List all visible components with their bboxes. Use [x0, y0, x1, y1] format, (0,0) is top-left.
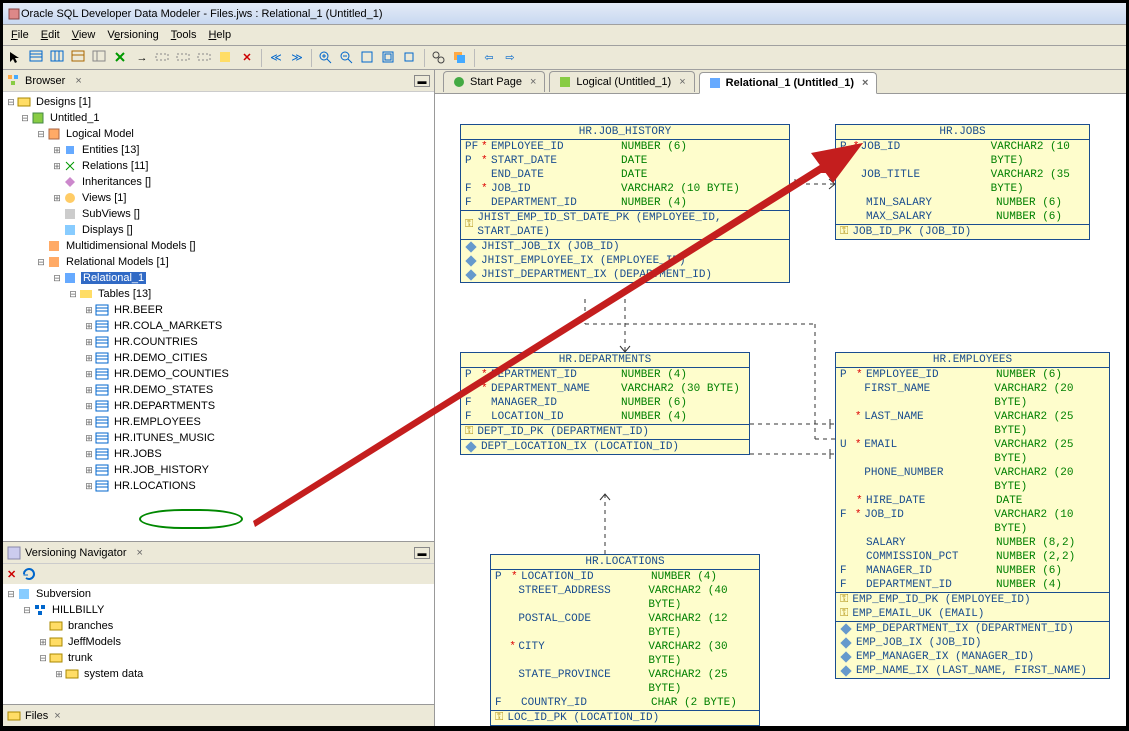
browser-tree[interactable]: ⊟Designs [1] ⊟Untitled_1 ⊟Logical Model … — [3, 92, 434, 541]
table-row[interactable]: ⊞HR.LOCATIONS — [3, 478, 434, 494]
tab-logical[interactable]: Logical (Untitled_1) × — [549, 71, 694, 92]
grid3-icon[interactable] — [70, 49, 88, 67]
entity-job-history[interactable]: HR.JOB_HISTORY PF*EMPLOYEE_IDNUMBER (6)P… — [460, 124, 790, 283]
versioning-tab[interactable]: Versioning Navigator × — [7, 546, 143, 560]
editor-tabs: Start Page × Logical (Untitled_1) × Rela… — [435, 70, 1126, 94]
tree-icon — [7, 74, 21, 88]
note-icon[interactable] — [217, 49, 235, 67]
table-row[interactable]: ⊞HR.JOB_HISTORY — [3, 462, 434, 478]
table-row[interactable]: ⊞HR.DEMO_CITIES — [3, 350, 434, 366]
fit3-icon[interactable] — [401, 49, 419, 67]
model-icon — [708, 76, 722, 90]
versioning-tree[interactable]: ⊟Subversion ⊟HILLBILLY branches ⊞JeffMod… — [3, 584, 434, 704]
table-row[interactable]: ⊞HR.DEMO_COUNTIES — [3, 366, 434, 382]
menu-file[interactable]: File — [11, 29, 29, 41]
link-icon[interactable] — [112, 49, 130, 67]
refresh-icon[interactable] — [22, 567, 36, 581]
close-icon[interactable]: × — [75, 75, 81, 87]
fit-icon[interactable] — [359, 49, 377, 67]
table-row[interactable]: ⊞HR.BEER — [3, 302, 434, 318]
zoom-in-icon[interactable] — [317, 49, 335, 67]
minimize-icon[interactable]: ▬ — [414, 75, 430, 87]
entity-jobs[interactable]: HR.JOBS P*JOB_IDVARCHAR2 (10 BYTE)JOB_TI… — [835, 124, 1090, 240]
entity-locations[interactable]: HR.LOCATIONS P*LOCATION_IDNUMBER (4)STRE… — [490, 554, 760, 726]
close-icon[interactable]: × — [137, 547, 143, 559]
fit2-icon[interactable] — [380, 49, 398, 67]
arrow-right-icon[interactable]: → — [133, 49, 151, 67]
menu-edit[interactable]: Edit — [41, 29, 60, 41]
close-icon[interactable]: × — [54, 710, 60, 722]
grid4-icon[interactable] — [91, 49, 109, 67]
dash2-icon[interactable] — [175, 49, 193, 67]
menu-help[interactable]: Help — [208, 29, 231, 41]
pointer-icon[interactable] — [7, 49, 25, 67]
menu-view[interactable]: View — [72, 29, 96, 41]
table-row[interactable]: ⊞HR.EMPLOYEES — [3, 414, 434, 430]
diagram-canvas[interactable]: HR.JOB_HISTORY PF*EMPLOYEE_IDNUMBER (6)P… — [435, 94, 1126, 726]
nav-first-icon[interactable]: ≪ — [267, 49, 285, 67]
search-icon[interactable] — [430, 49, 448, 67]
delete-icon[interactable]: ✕ — [7, 568, 16, 581]
table-row-jobs[interactable]: ⊞HR.JOBS — [3, 446, 434, 462]
folder-icon — [7, 709, 21, 723]
page-icon — [452, 75, 466, 89]
table-row[interactable]: ⊞HR.COUNTRIES — [3, 334, 434, 350]
next-icon[interactable]: ⇨ — [501, 49, 519, 67]
menu-bar: File Edit View Versioning Tools Help — [3, 25, 1126, 46]
entity-departments[interactable]: HR.DEPARTMENTS P*DEPARTMENT_IDNUMBER (4)… — [460, 352, 750, 455]
tab-start[interactable]: Start Page × — [443, 71, 545, 92]
menu-versioning[interactable]: Versioning — [107, 29, 158, 41]
table-row[interactable]: ⊞HR.DEPARTMENTS — [3, 398, 434, 414]
table-row[interactable]: ⊞HR.DEMO_STATES — [3, 382, 434, 398]
grid2-icon[interactable] — [49, 49, 67, 67]
close-icon[interactable]: × — [862, 77, 868, 89]
window-title: Oracle SQL Developer Data Modeler - File… — [21, 8, 383, 20]
layers-icon[interactable] — [451, 49, 469, 67]
zoom-out-icon[interactable] — [338, 49, 356, 67]
table-row[interactable]: ⊞HR.ITUNES_MUSIC — [3, 430, 434, 446]
delete-icon[interactable]: ✕ — [238, 49, 256, 67]
minimize-icon[interactable]: ▬ — [414, 547, 430, 559]
dash3-icon[interactable] — [196, 49, 214, 67]
browser-header: Browser × ▬ — [3, 70, 434, 92]
title-bar: Oracle SQL Developer Data Modeler - File… — [3, 3, 1126, 25]
app-icon — [7, 7, 21, 21]
toolbar: → ✕ ≪ ≫ ⇦ ⇨ — [3, 46, 1126, 70]
grid1-icon[interactable] — [28, 49, 46, 67]
model-icon — [558, 75, 572, 89]
prev-icon[interactable]: ⇦ — [480, 49, 498, 67]
entity-employees[interactable]: HR.EMPLOYEES P*EMPLOYEE_IDNUMBER (6)FIRS… — [835, 352, 1110, 679]
dash1-icon[interactable] — [154, 49, 172, 67]
files-tab[interactable]: Files × — [3, 704, 434, 726]
close-icon[interactable]: × — [679, 76, 685, 88]
versioning-header: Versioning Navigator × ▬ — [3, 542, 434, 564]
browser-tab[interactable]: Browser × — [7, 74, 82, 88]
table-row[interactable]: ⊞HR.COLA_MARKETS — [3, 318, 434, 334]
nav-last-icon[interactable]: ≫ — [288, 49, 306, 67]
tab-relational[interactable]: Relational_1 (Untitled_1) × — [699, 72, 878, 94]
highlight-circle — [139, 509, 243, 529]
close-icon[interactable]: × — [530, 76, 536, 88]
versioning-icon — [7, 546, 21, 560]
menu-tools[interactable]: Tools — [171, 29, 197, 41]
